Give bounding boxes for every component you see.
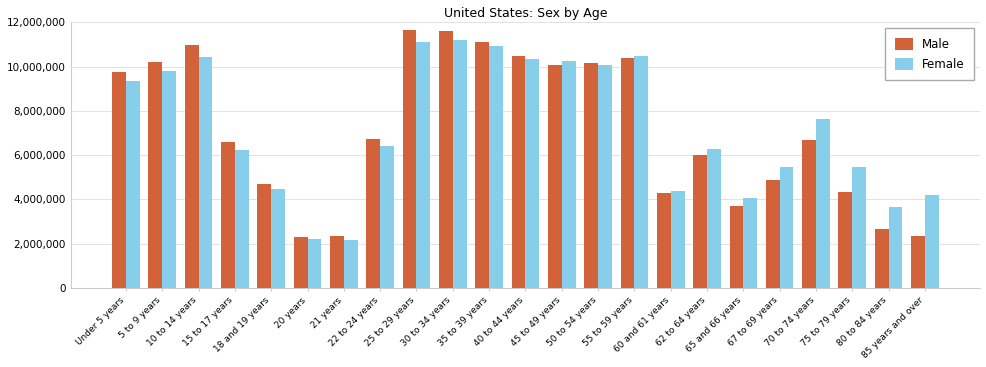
Bar (402, 30, 416, 288)
Bar (706, 149, 720, 288)
Bar (670, 190, 684, 288)
Bar (815, 119, 829, 288)
Bar (620, 58, 634, 288)
Bar (657, 193, 670, 288)
Bar (561, 61, 575, 288)
Bar (584, 63, 598, 288)
Bar (221, 142, 235, 288)
Bar (148, 62, 162, 288)
Bar (887, 207, 901, 288)
Bar (294, 237, 308, 288)
Bar (343, 240, 357, 288)
Bar (126, 81, 140, 288)
Bar (271, 189, 285, 288)
Bar (802, 140, 815, 288)
Bar (453, 40, 466, 288)
Bar (184, 45, 198, 288)
Bar (380, 146, 393, 288)
Bar (838, 192, 852, 288)
Bar (692, 155, 706, 288)
Legend: Male, Female: Male, Female (884, 28, 973, 80)
Bar (198, 57, 212, 288)
Bar (439, 31, 453, 288)
Bar (742, 198, 756, 288)
Bar (924, 195, 938, 288)
Bar (308, 239, 321, 288)
Bar (852, 167, 865, 288)
Bar (112, 72, 126, 288)
Bar (547, 65, 561, 288)
Bar (874, 229, 887, 288)
Bar (416, 43, 430, 288)
Bar (729, 206, 742, 288)
Bar (329, 236, 343, 288)
Bar (162, 71, 176, 288)
Bar (235, 150, 248, 288)
Bar (598, 65, 611, 288)
Bar (475, 43, 489, 288)
Bar (765, 179, 779, 288)
Bar (525, 59, 538, 288)
Bar (366, 139, 380, 288)
Title: United States: Sex by Age: United States: Sex by Age (444, 7, 606, 20)
Bar (257, 184, 271, 288)
Bar (634, 56, 648, 288)
Bar (779, 167, 793, 288)
Bar (489, 46, 503, 288)
Bar (910, 236, 924, 288)
Bar (511, 56, 525, 288)
